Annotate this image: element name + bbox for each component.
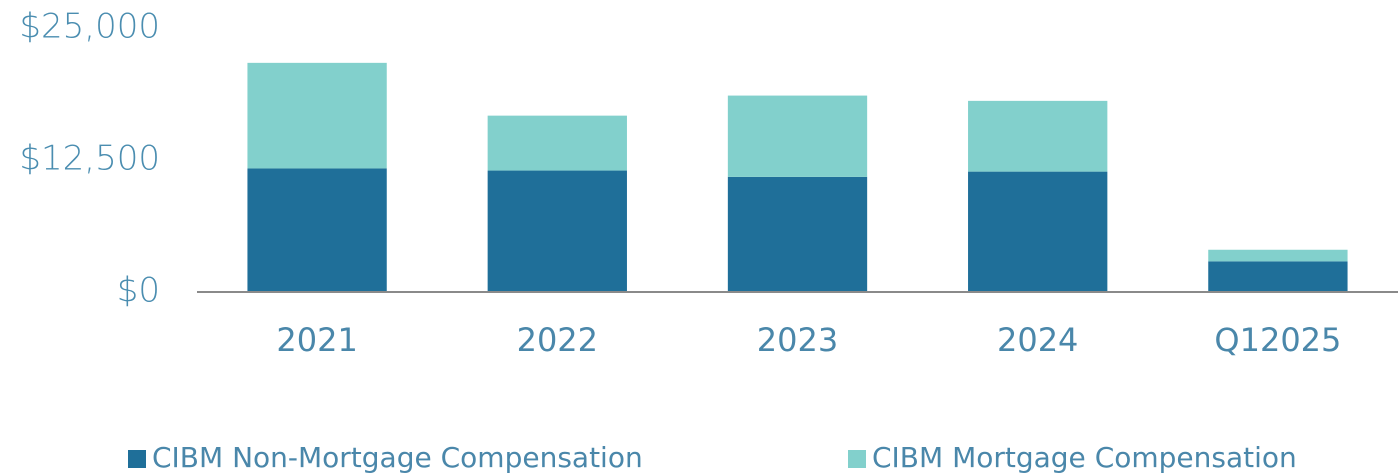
bar-segment [487, 170, 627, 292]
x-tick-label: 2024 [997, 321, 1078, 359]
y-tick-label: $0 [117, 271, 160, 311]
x-tick-label: 2023 [757, 321, 838, 359]
x-tick-label: 2021 [276, 321, 357, 359]
y-tick-label: $25,000 [19, 7, 160, 47]
bar-segment [1208, 249, 1348, 262]
bar-segment [968, 171, 1108, 292]
bar-segment [968, 100, 1108, 172]
legend-swatch [848, 450, 866, 468]
bar-segment [247, 168, 387, 292]
bar-segment [247, 62, 387, 169]
bar-segment [727, 95, 868, 177]
bar-segment [487, 115, 627, 171]
x-tick-label: 2022 [517, 321, 598, 359]
y-tick-label: $12,500 [19, 139, 160, 179]
legend-label: CIBM Non-Mortgage Compensation [152, 441, 643, 474]
bar-segment [727, 176, 868, 292]
legend-swatch [128, 450, 146, 468]
legend-label: CIBM Mortgage Compensation [872, 441, 1297, 474]
bar-segment [1208, 261, 1348, 292]
x-tick-label: Q12025 [1214, 321, 1341, 359]
